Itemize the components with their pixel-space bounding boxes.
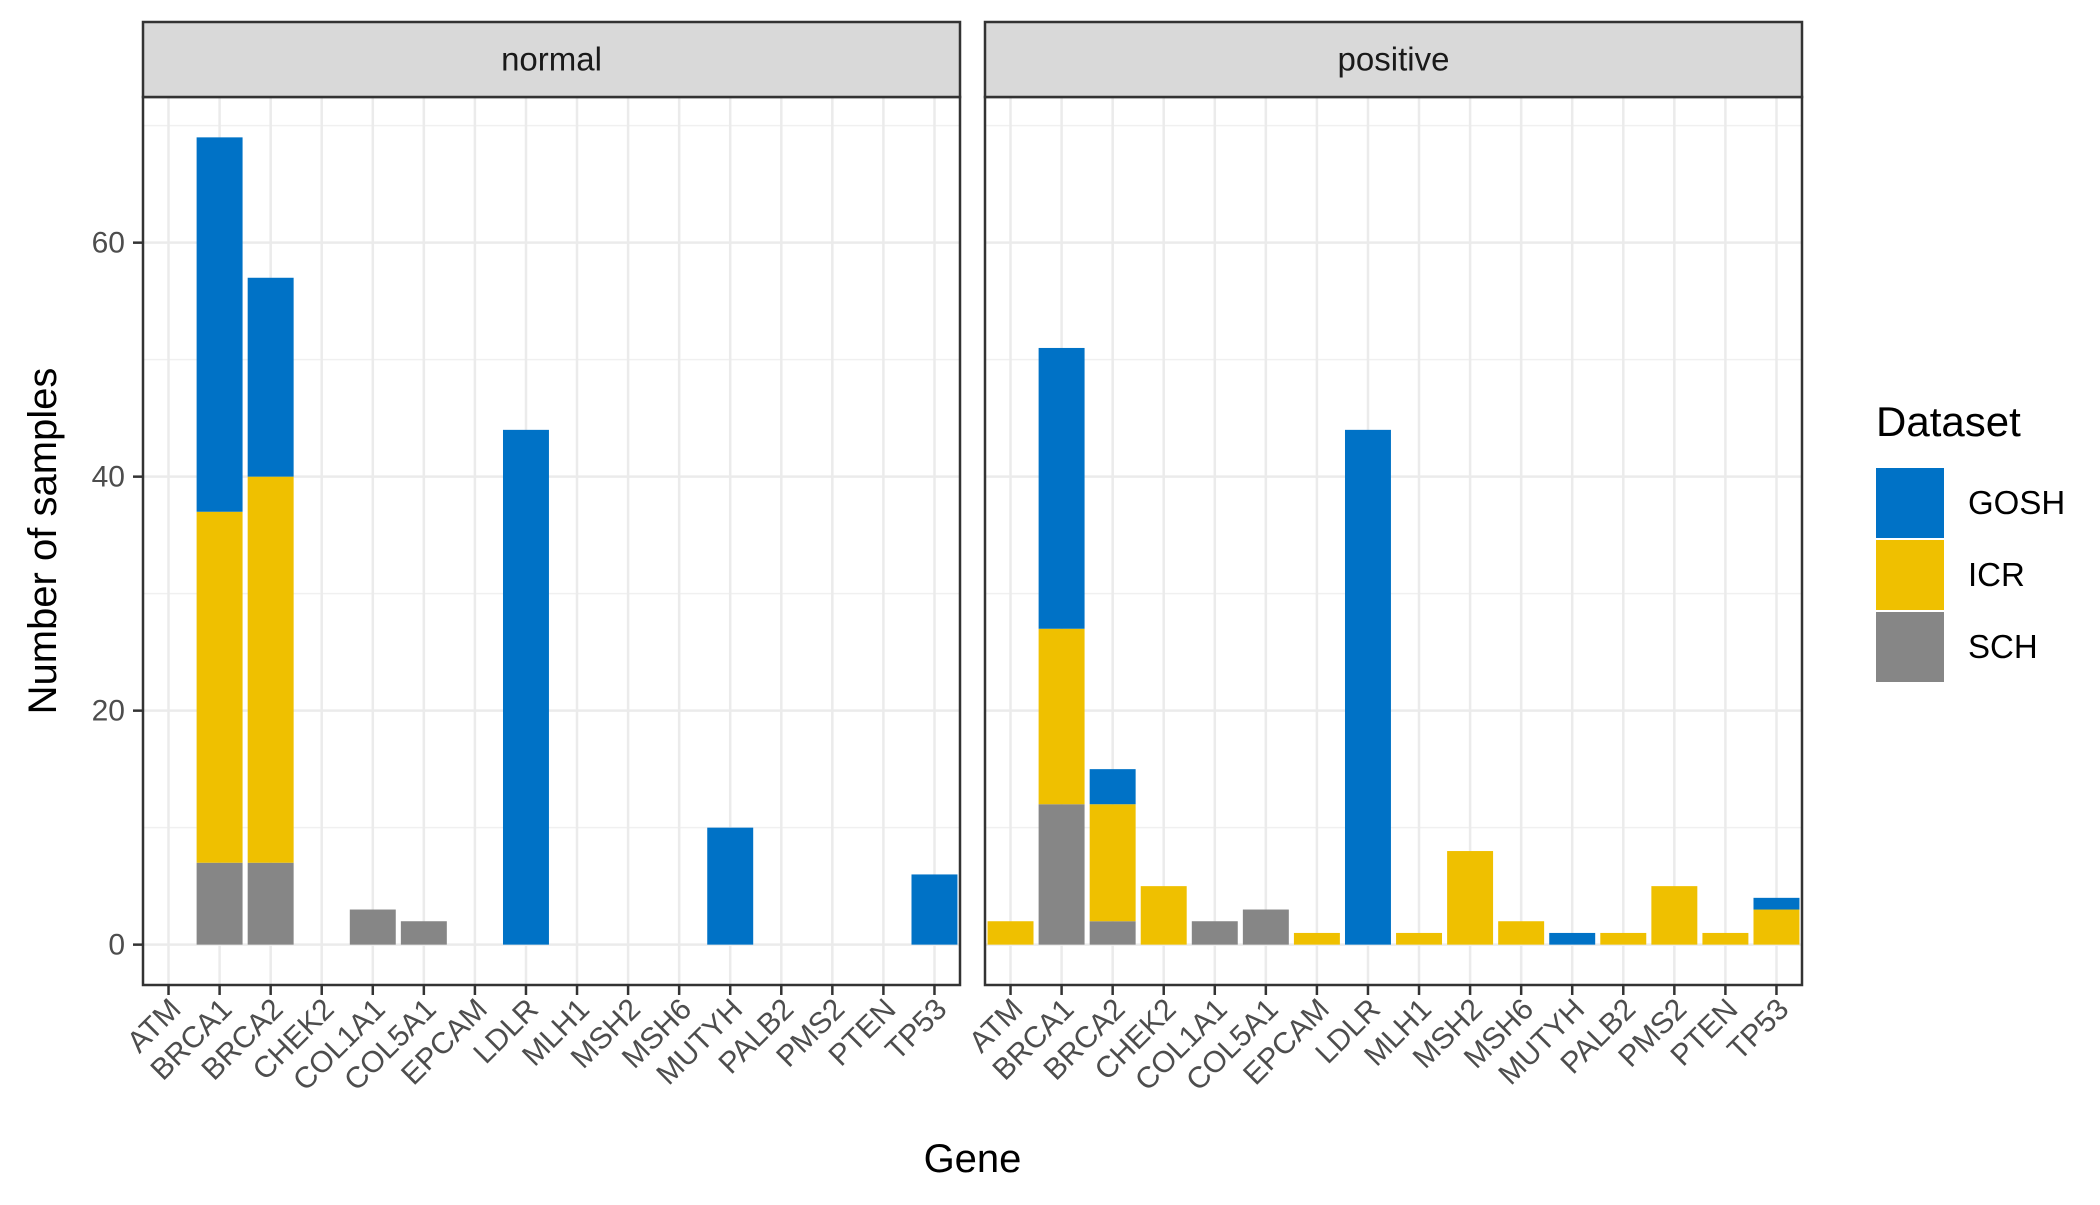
bar-gosh-ldlr: [502, 429, 549, 945]
x-axis-title: Gene: [924, 1137, 1022, 1181]
bar-icr-mlh1: [1396, 932, 1443, 945]
bar-icr-pms2: [1651, 886, 1698, 945]
bar-gosh-ldlr: [1344, 429, 1391, 945]
bar-gosh-tp53: [911, 874, 958, 945]
legend-key-sch: [1876, 612, 1944, 682]
bar-icr-tp53: [1753, 909, 1800, 945]
legend-label-icr: ICR: [1968, 556, 2025, 593]
legend-key-gosh: [1876, 468, 1944, 538]
bar-sch-col1a1: [349, 909, 396, 945]
bar-icr-palb2: [1600, 932, 1647, 945]
bar-icr-brca1: [1038, 628, 1085, 805]
bar-sch-col5a1: [400, 921, 447, 945]
bar-icr-chek2: [1140, 886, 1187, 945]
bar-icr-brca2: [1089, 804, 1136, 922]
bar-sch-col5a1: [1242, 909, 1289, 945]
bar-sch-brca1: [1038, 804, 1085, 945]
y-tick-label: 40: [92, 461, 125, 494]
bar-sch-brca1: [196, 862, 243, 945]
bar-sch-col1a1: [1191, 921, 1238, 945]
bar-gosh-mutyh: [707, 827, 754, 945]
bar-icr-pten: [1702, 932, 1749, 945]
bar-gosh-brca1: [196, 137, 243, 512]
bar-gosh-brca1: [1038, 347, 1085, 629]
legend-label-gosh: GOSH: [1968, 484, 2065, 521]
bar-gosh-tp53: [1753, 897, 1800, 910]
legend-key-icr: [1876, 540, 1944, 610]
bar-sch-brca2: [1089, 921, 1136, 945]
y-tick-label: 60: [92, 227, 125, 260]
bar-icr-msh6: [1498, 921, 1545, 945]
y-tick-label: 0: [108, 929, 125, 962]
bar-sch-brca2: [247, 862, 294, 945]
bar-icr-atm: [987, 921, 1034, 945]
y-tick-label: 20: [92, 695, 125, 728]
bar-gosh-brca2: [1089, 769, 1136, 805]
bar-icr-brca1: [196, 511, 243, 863]
facet-strip-label: normal: [501, 41, 602, 78]
facet-strip: [141, 20, 962, 99]
bar-gosh-brca2: [247, 277, 294, 477]
y-axis-title: Number of samples: [21, 368, 65, 715]
legend-title: Dataset: [1876, 398, 2021, 445]
x-tick-label: TP53: [879, 993, 953, 1067]
facet-strip-label: positive: [1338, 41, 1450, 78]
facet-strip: [983, 20, 1804, 99]
bar-icr-msh2: [1447, 851, 1494, 945]
bar-gosh-mutyh: [1549, 932, 1596, 945]
bar-icr-epcam: [1293, 932, 1340, 945]
bar-icr-brca2: [247, 476, 294, 863]
legend-label-sch: SCH: [1968, 628, 2038, 665]
x-tick-label: TP53: [1721, 993, 1795, 1067]
